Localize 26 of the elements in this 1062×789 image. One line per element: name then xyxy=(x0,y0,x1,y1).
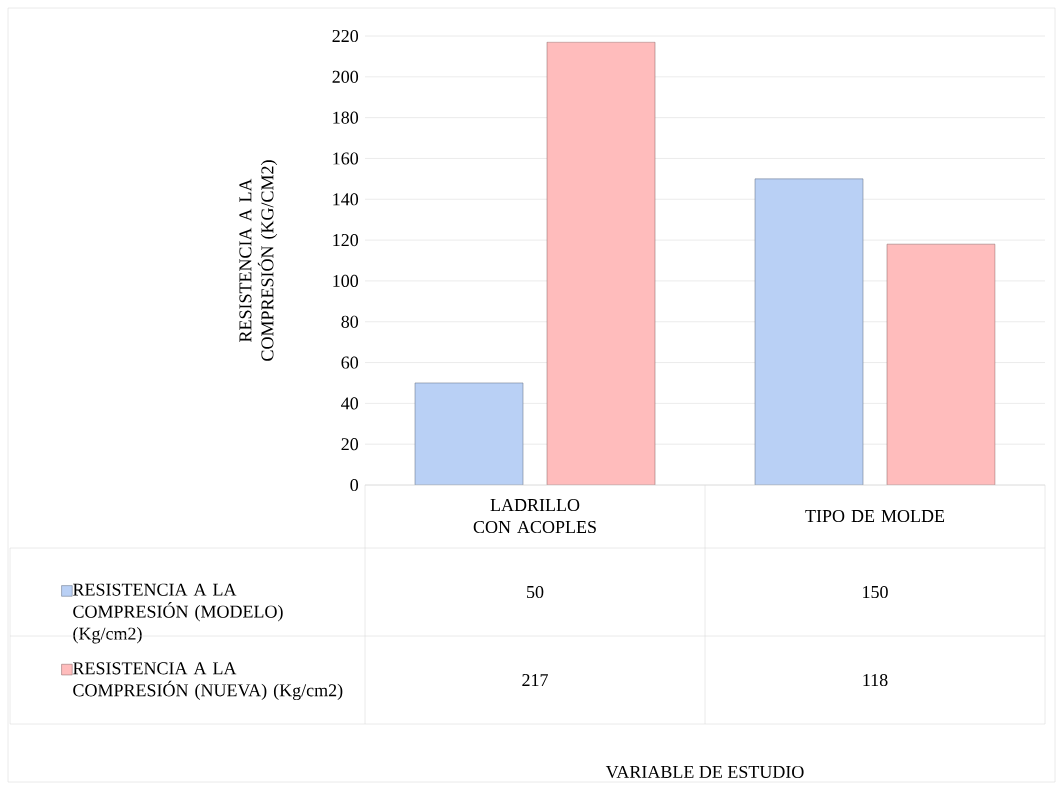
y-tick-label: 0 xyxy=(350,478,359,492)
bar xyxy=(886,243,996,486)
y-tick-label: 120 xyxy=(333,234,359,247)
y-tick-label: 20 xyxy=(341,438,359,451)
bar xyxy=(414,382,524,486)
bar xyxy=(754,178,864,486)
y-tick-label: 80 xyxy=(341,315,359,328)
data-label: 118 xyxy=(863,673,888,687)
data-label: 50 xyxy=(527,585,544,599)
y-axis-title: RESISTENCIA A LA COMPRESIÓN (KG/CM2) xyxy=(239,160,278,361)
legend-label: RESISTENCIA A LA COMPRESIÓN (MODELO) (Kg/cm2) xyxy=(73,583,283,644)
data-label: 150 xyxy=(863,585,888,599)
y-tick-label: 60 xyxy=(341,356,359,369)
y-tick-label: 160 xyxy=(333,152,359,165)
text: VARIABLE DE ESTUDIO xyxy=(605,765,804,779)
y-tick-label: 40 xyxy=(341,397,359,410)
x-tick-label: LADRILLO CON ACOPLES xyxy=(473,498,596,534)
x-tick-label: TIPO DE MOLDE xyxy=(805,509,945,523)
data-label: 217 xyxy=(522,674,548,686)
y-tick-label: 180 xyxy=(333,111,359,124)
y-tick-label: 200 xyxy=(332,70,359,83)
bar xyxy=(546,41,656,486)
y-tick-label: 140 xyxy=(333,193,359,206)
y-tick-label: 100 xyxy=(333,274,359,287)
y-tick-label: 220 xyxy=(332,29,359,43)
legend-label: RESISTENCIA A LA COMPRESIÓN (NUEVA) (Kg/cm2) xyxy=(73,662,343,701)
